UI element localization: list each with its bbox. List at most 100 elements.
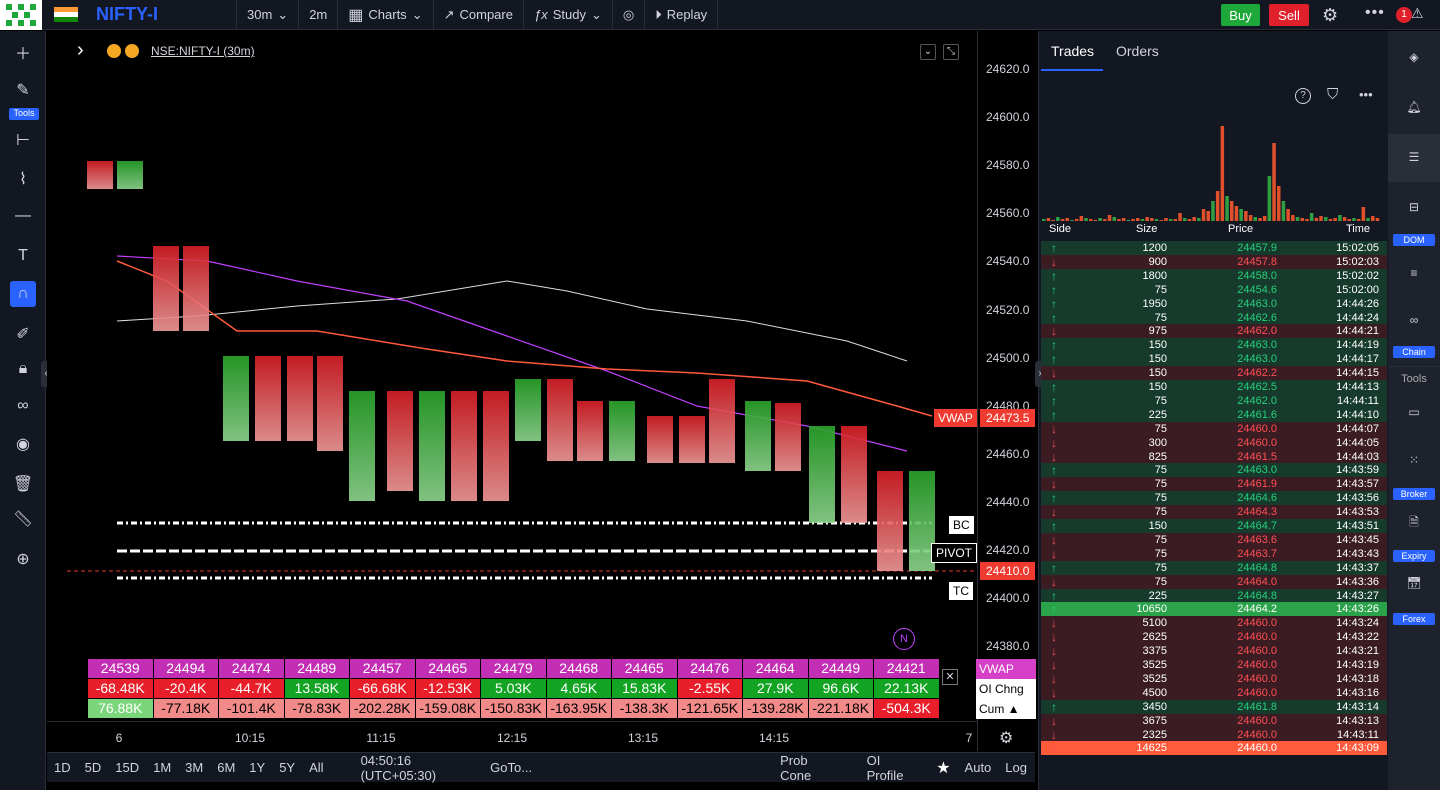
- layers-icon[interactable]: ◈: [1409, 50, 1419, 64]
- pencil-icon[interactable]: ✎: [16, 82, 30, 99]
- trade-row[interactable]: ↑ 1800 24458.0 15:02:02: [1041, 268, 1387, 283]
- oi-profile-button[interactable]: OI Profile: [866, 752, 904, 783]
- tab-orders[interactable]: Orders: [1116, 43, 1159, 59]
- axis-settings-gear-icon[interactable]: ⚙: [999, 730, 1014, 747]
- trade-row[interactable]: ↓ 5100 24460.0 14:43:24: [1041, 616, 1387, 631]
- trade-row[interactable]: ↓ 3675 24460.0 14:43:13: [1041, 713, 1387, 728]
- expand-arrow-icon[interactable]: ›: [77, 39, 84, 61]
- range-button[interactable]: 5D: [84, 760, 102, 775]
- expiry-caption[interactable]: Expiry: [1393, 550, 1435, 562]
- trade-row[interactable]: ↓ 150 24462.2 14:44:15: [1041, 366, 1387, 381]
- interval-2m-button[interactable]: 2m: [299, 0, 339, 30]
- vwap-stat-label[interactable]: VWAP: [976, 659, 1036, 679]
- sell-button[interactable]: Sell: [1269, 4, 1309, 26]
- zoom-icon[interactable]: ⊕: [16, 551, 30, 568]
- lock-icon[interactable]: 🔒︎: [18, 360, 28, 377]
- range-button[interactable]: 1D: [54, 760, 71, 775]
- trash-icon[interactable]: 🗑︎: [12, 476, 34, 493]
- cum-stat-label[interactable]: Cum ▲: [979, 702, 1020, 716]
- document-icon[interactable]: 🗎︎: [1409, 514, 1419, 529]
- more-icon[interactable]: •••: [1365, 4, 1385, 21]
- ruler-icon[interactable]: 📏︎: [12, 511, 34, 528]
- list-icon[interactable]: ☰: [1408, 150, 1420, 164]
- link-icon[interactable]: ∞: [17, 397, 29, 414]
- settings-gear-icon[interactable]: ⚙: [1322, 5, 1339, 25]
- prob-cone-button[interactable]: Prob Cone: [780, 752, 812, 783]
- lines-icon[interactable]: ≡: [1410, 266, 1418, 280]
- trade-row[interactable]: ↑ 75 24464.6 14:43:56: [1041, 491, 1387, 506]
- more-icon[interactable]: •••: [1359, 87, 1373, 102]
- auto-button[interactable]: Auto: [964, 760, 992, 775]
- close-stats-icon[interactable]: ✕: [942, 669, 958, 685]
- n-marker[interactable]: N: [893, 628, 915, 650]
- price-axis[interactable]: 24620.0 24600.0 24580.0 24560.0 24540.0 24520…: [977, 31, 1036, 751]
- trade-row[interactable]: ↓ 14625 24460.0 14:43:09: [1041, 741, 1387, 756]
- collapse-right-handle[interactable]: ›: [1035, 361, 1045, 387]
- crosshair-icon[interactable]: ＋: [14, 46, 31, 63]
- range-button[interactable]: 5Y: [279, 760, 296, 775]
- trade-row[interactable]: ↓ 4500 24460.0 14:43:16: [1041, 685, 1387, 700]
- goto-button[interactable]: GoTo...: [490, 760, 533, 775]
- chevron-down-icon[interactable]: ⌄: [920, 44, 936, 60]
- symbol-search[interactable]: NIFTY-I: [96, 4, 158, 24]
- magnet-icon[interactable]: ∩: [10, 281, 36, 307]
- range-button[interactable]: 3M: [185, 760, 204, 775]
- trade-row[interactable]: ↓ 75 24463.6 14:43:45: [1041, 532, 1387, 547]
- chain-icon[interactable]: ∞: [1409, 313, 1419, 327]
- trade-row[interactable]: ↑ 3450 24461.8 14:43:14: [1041, 699, 1387, 714]
- tab-trades[interactable]: Trades: [1051, 43, 1095, 59]
- log-button[interactable]: Log: [1005, 760, 1027, 775]
- trade-row[interactable]: ↓ 2625 24460.0 14:43:22: [1041, 630, 1387, 645]
- range-button[interactable]: 6M: [217, 760, 236, 775]
- broker-caption[interactable]: Broker: [1393, 488, 1435, 500]
- trade-row[interactable]: ↓ 75 24461.9 14:43:57: [1041, 477, 1387, 492]
- trade-row[interactable]: ↑ 75 24464.8 14:43:37: [1041, 560, 1387, 575]
- fullscreen-icon[interactable]: ⤡: [943, 44, 959, 60]
- trade-row[interactable]: ↑ 225 24461.6 14:44:10: [1041, 407, 1387, 422]
- trade-row[interactable]: ↑ 150 24464.7 14:43:51: [1041, 519, 1387, 533]
- forex-caption[interactable]: Forex: [1393, 613, 1435, 625]
- notification-badge[interactable]: 1: [1396, 7, 1412, 23]
- trade-row[interactable]: ↑ 150 24463.0 14:44:17: [1041, 352, 1387, 367]
- trade-row[interactable]: ↑ 75 24462.0 14:44:11: [1041, 393, 1387, 408]
- text-icon[interactable]: T: [18, 247, 28, 264]
- dom-caption[interactable]: DOM: [1393, 234, 1435, 246]
- app-logo[interactable]: [0, 0, 42, 30]
- trade-row[interactable]: ↓ 75 24463.7 14:43:43: [1041, 546, 1387, 561]
- chart-symbol-title[interactable]: NSE:NIFTY-I (30m): [151, 44, 255, 58]
- trade-row[interactable]: ↓ 825 24461.5 14:44:03: [1041, 449, 1387, 464]
- range-button[interactable]: 1Y: [249, 760, 266, 775]
- trade-row[interactable]: ↑ 75 24454.6 15:02:00: [1041, 282, 1387, 297]
- eye-icon[interactable]: ◉: [16, 436, 30, 453]
- trade-row[interactable]: ↓ 2325 24460.0 14:43:11: [1041, 727, 1387, 742]
- trade-row[interactable]: ↑ 75 24463.0 14:43:59: [1041, 463, 1387, 478]
- trade-row[interactable]: ↑ 10650 24464.2 14:43:26: [1041, 602, 1387, 617]
- collapse-left-handle[interactable]: ‹: [41, 361, 51, 387]
- calendar-icon[interactable]: 📅︎: [1406, 576, 1422, 590]
- charts-menu[interactable]: ▦ Charts ⌄: [338, 0, 434, 30]
- warning-icon[interactable]: ⚠: [1411, 5, 1424, 21]
- brush-icon[interactable]: ✐: [16, 326, 30, 343]
- trade-row[interactable]: ↓ 900 24457.8 15:02:03: [1041, 254, 1387, 269]
- trade-row[interactable]: ↓ 300 24460.0 14:44:05: [1041, 435, 1387, 450]
- trade-row[interactable]: ↓ 3525 24460.0 14:43:18: [1041, 671, 1387, 686]
- bell-icon[interactable]: 🔔︎: [1406, 100, 1422, 114]
- trade-row[interactable]: ↑ 225 24464.8 14:43:27: [1041, 588, 1387, 603]
- range-button[interactable]: All: [309, 760, 324, 775]
- trade-row[interactable]: ↓ 3375 24460.0 14:43:21: [1041, 644, 1387, 659]
- trade-row[interactable]: ↑ 75 24462.6 14:44:24: [1041, 310, 1387, 325]
- trade-row[interactable]: ↑ 150 24462.5 14:44:13: [1041, 380, 1387, 394]
- help-icon[interactable]: ?: [1295, 88, 1311, 104]
- broker-grid-icon[interactable]: ⁙: [1408, 453, 1420, 467]
- filter-icon[interactable]: ⛉: [1327, 86, 1339, 103]
- oi-chng-stat-label[interactable]: OI Chng: [979, 682, 1024, 696]
- fork-icon[interactable]: ⊢: [16, 132, 30, 149]
- study-menu[interactable]: ƒx Study ⌄: [524, 0, 613, 30]
- range-button[interactable]: 1M: [153, 760, 172, 775]
- trade-row[interactable]: ↑ 150 24463.0 14:44:19: [1041, 338, 1387, 353]
- star-icon[interactable]: ★: [936, 759, 951, 777]
- trade-row[interactable]: ↓ 3525 24460.0 14:43:19: [1041, 658, 1387, 672]
- trade-row[interactable]: ↑ 1200 24457.9 15:02:05: [1041, 241, 1387, 255]
- range-button[interactable]: 15D: [115, 760, 140, 775]
- chain-caption[interactable]: Chain: [1393, 346, 1435, 358]
